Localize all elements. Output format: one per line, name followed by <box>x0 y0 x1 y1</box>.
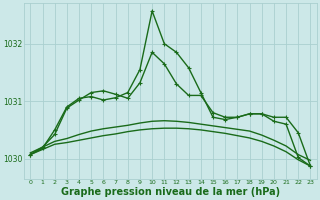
X-axis label: Graphe pression niveau de la mer (hPa): Graphe pression niveau de la mer (hPa) <box>61 187 280 197</box>
